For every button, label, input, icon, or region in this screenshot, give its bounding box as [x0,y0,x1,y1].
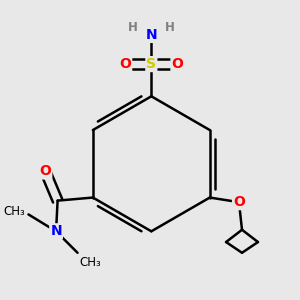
Text: H: H [128,21,138,34]
Text: O: O [233,195,245,209]
Text: CH₃: CH₃ [79,256,101,269]
Text: N: N [146,28,157,42]
Text: O: O [119,57,131,71]
Text: H: H [165,21,175,34]
Text: CH₃: CH₃ [4,206,26,218]
Text: O: O [172,57,183,71]
Text: O: O [39,164,51,178]
Text: N: N [50,224,62,238]
Text: S: S [146,57,156,71]
